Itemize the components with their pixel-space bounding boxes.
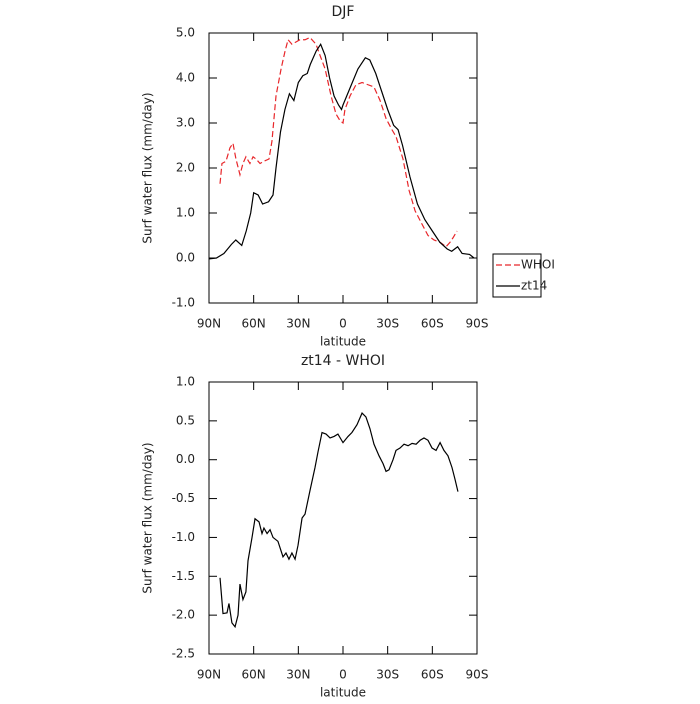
y-tick-label: -2.0: [172, 608, 195, 622]
x-tick-label: 30N: [286, 668, 310, 682]
x-axis-label: latitude: [320, 686, 366, 700]
x-tick-label: 30S: [376, 317, 399, 331]
legend-box: [492, 253, 542, 298]
y-tick-label: -2.5: [172, 647, 195, 661]
y-tick-label: 0.5: [176, 413, 195, 427]
y-tick-label: 3.0: [176, 116, 195, 130]
y-tick-label: -1.5: [172, 569, 195, 583]
y-tick-label: 0.0: [176, 251, 195, 265]
series-line: [219, 412, 459, 629]
chart-title: zt14 - WHOI: [301, 353, 385, 369]
y-tick-label: 1.0: [176, 206, 195, 220]
x-tick-label: 60S: [421, 668, 444, 682]
x-tick-label: 90S: [466, 668, 489, 682]
y-tick-label: -0.5: [172, 491, 195, 505]
x-tick-label: 0: [339, 317, 347, 331]
x-tick-label: 30S: [376, 668, 399, 682]
x-tick-label: 90S: [466, 317, 489, 331]
x-tick-label: 60N: [242, 317, 266, 331]
y-axis-label: Surf water flux (mm/day): [141, 442, 155, 593]
y-tick-label: 1.0: [176, 375, 195, 389]
legend-label: WHOI: [521, 258, 555, 272]
x-tick-label: 90N: [197, 668, 221, 682]
plot-frame: [208, 32, 478, 304]
y-tick-label: -1.0: [172, 296, 195, 310]
y-tick-label: 4.0: [176, 71, 195, 85]
y-axis-label: Surf water flux (mm/day): [141, 92, 155, 243]
x-tick-label: 90N: [197, 317, 221, 331]
x-axis-label: latitude: [320, 335, 366, 349]
x-tick-label: 0: [339, 668, 347, 682]
chart-title: DJF: [332, 4, 355, 20]
plot-frame: [208, 381, 478, 655]
series-line: [219, 36, 458, 248]
y-tick-label: -1.0: [172, 530, 195, 544]
y-tick-label: 5.0: [176, 26, 195, 40]
x-tick-label: 60S: [421, 317, 444, 331]
x-tick-label: 60N: [242, 668, 266, 682]
y-tick-label: 0.0: [176, 452, 195, 466]
legend-label: zt14: [521, 279, 547, 293]
x-tick-label: 30N: [286, 317, 310, 331]
y-tick-label: 2.0: [176, 161, 195, 175]
series-line: [208, 42, 475, 260]
